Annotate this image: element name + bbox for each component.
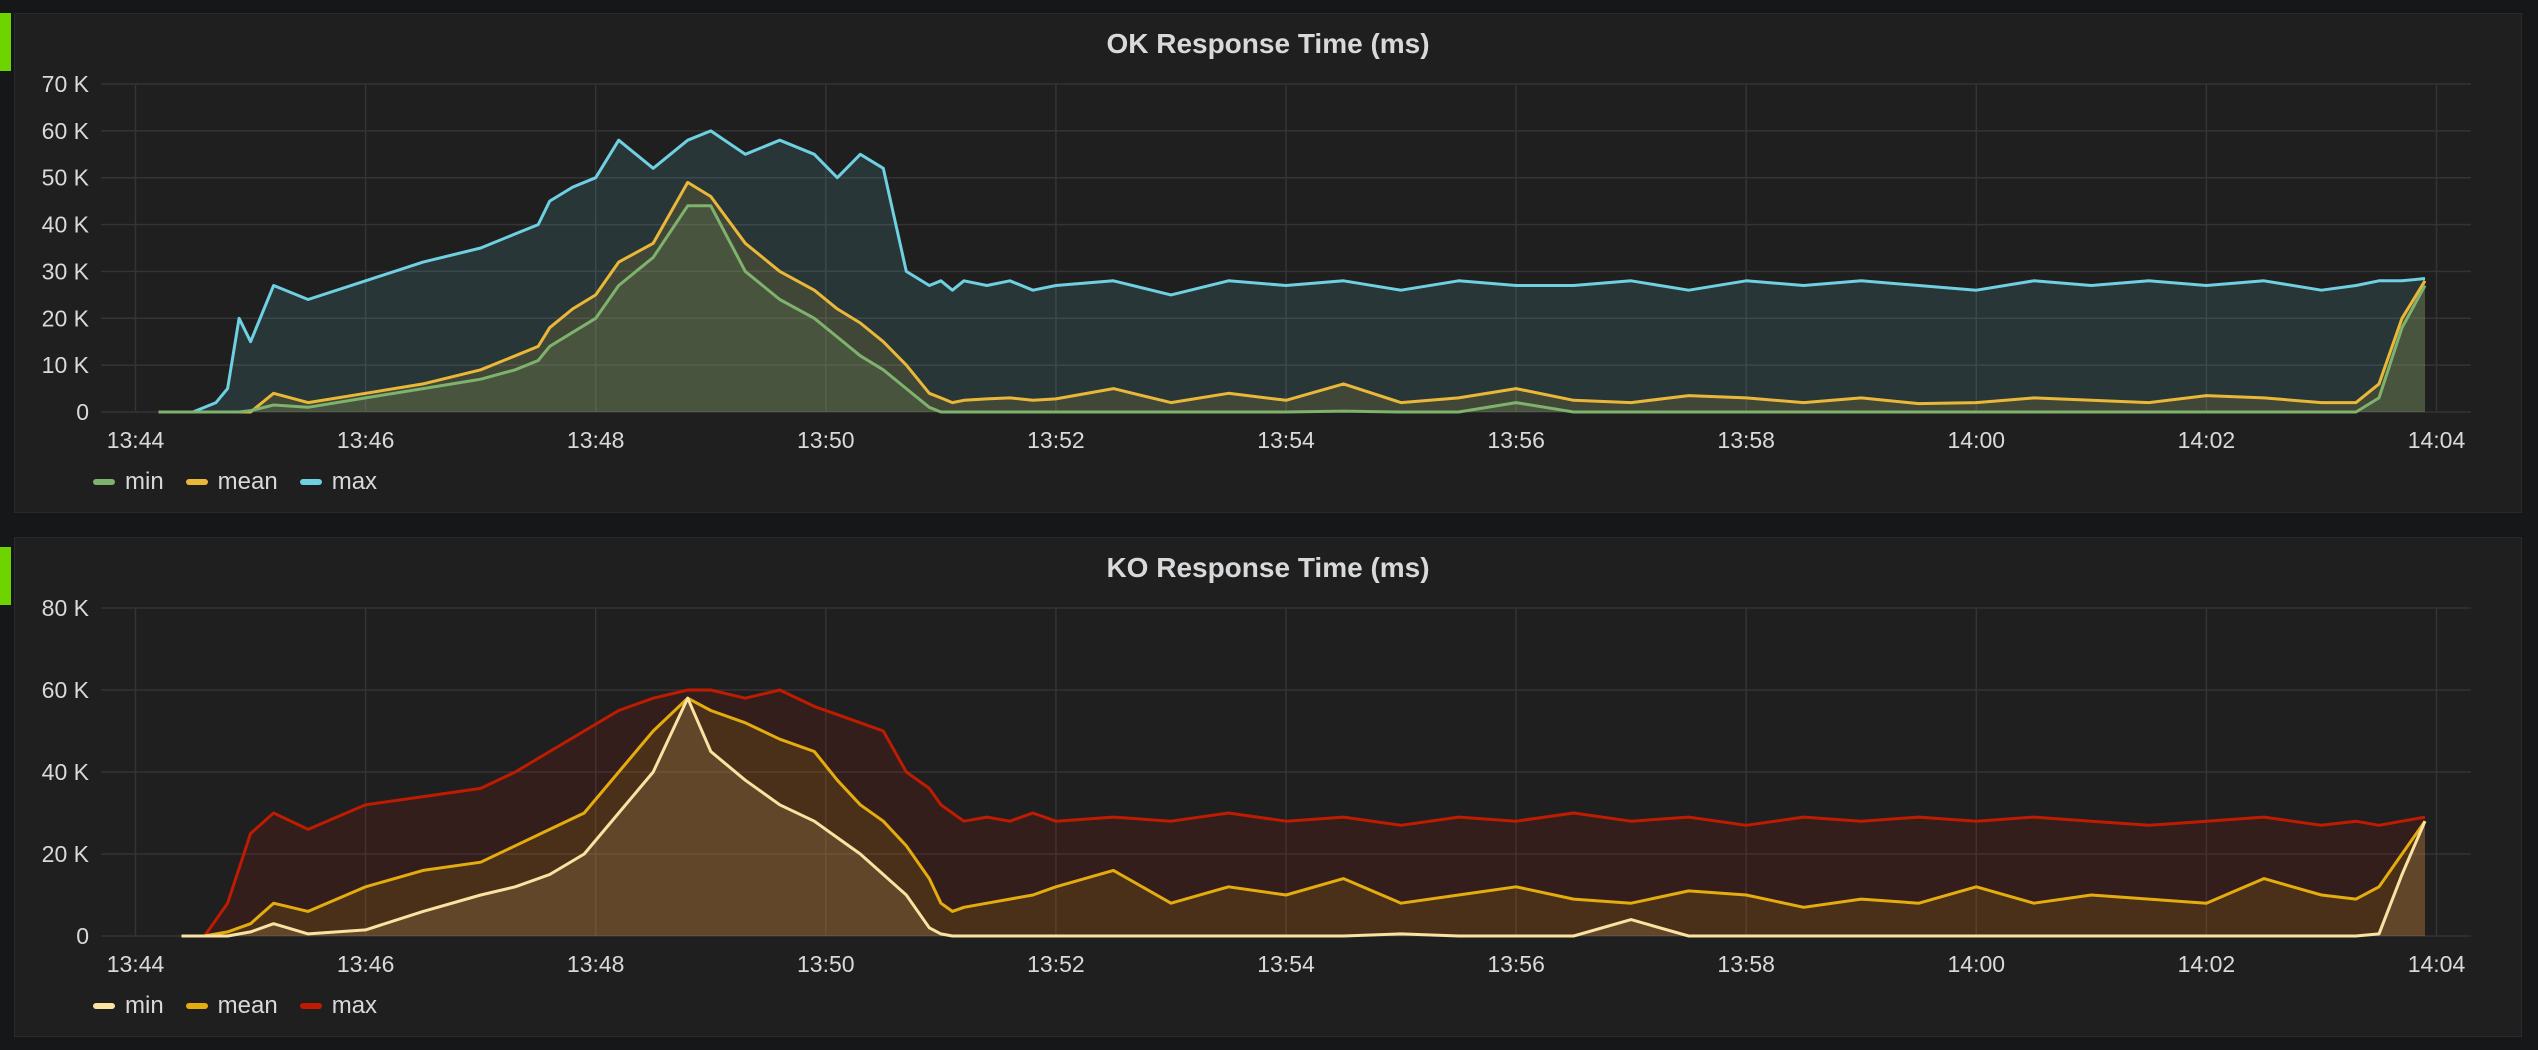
ko-response-time-chart: 0 20 K 40 K 60 K 80 K 13:44 13:46 13:48 13:50 13:… — [42, 595, 2471, 977]
y-tick-label: 20 K — [42, 305, 90, 331]
legend-swatch-max — [299, 1003, 322, 1009]
legend: min mean max — [93, 468, 377, 496]
series-line-max — [181, 688, 2426, 938]
x-tick-label: 14:04 — [2408, 427, 2466, 453]
y-tick-label: 30 K — [42, 258, 90, 284]
panel-ok: OK Response Time (ms) 0 10 K 20 K 30 K 40 K 5… — [14, 13, 2522, 513]
panel-ko: KO Response Time (ms) 0 20 K 40 K 60 K 80 K 1… — [14, 537, 2522, 1037]
y-tick-label: 60 K — [42, 118, 90, 144]
legend-item-max[interactable]: max — [299, 468, 378, 496]
series-area-min — [181, 698, 2425, 936]
y-tick-label: 10 K — [42, 352, 90, 378]
series-area-max — [181, 690, 2425, 936]
x-tick-label: 13:56 — [1487, 427, 1545, 453]
x-tick-label: 14:04 — [2408, 951, 2466, 977]
legend-label-min: min — [125, 468, 164, 495]
x-tick-label: 13:46 — [337, 427, 395, 453]
x-tick-label: 13:54 — [1257, 427, 1315, 453]
series-line-min — [158, 204, 2427, 414]
x-tick-label: 14:02 — [2178, 951, 2236, 977]
legend-item-mean[interactable]: mean — [185, 468, 278, 496]
x-tick-label: 13:48 — [567, 951, 625, 977]
legend-label-max: max — [331, 468, 378, 495]
x-tick-label: 13:50 — [797, 427, 855, 453]
panel-ok-accent — [0, 13, 11, 71]
legend-item-min[interactable]: min — [93, 468, 164, 496]
ok-response-time-chart: 0 10 K 20 K 30 K 40 K 50 K 60 K 70 K 13:44 13:46 1… — [42, 71, 2471, 453]
panel-title: KO Response Time (ms) — [1106, 552, 1430, 583]
y-tick-label: 20 K — [42, 841, 90, 867]
series-area-max — [158, 130, 2425, 412]
legend-swatch-min — [93, 1003, 115, 1009]
legend-item-min[interactable]: min — [93, 992, 164, 1020]
y-tick-label: 40 K — [42, 759, 90, 785]
legend-label-min: min — [125, 992, 164, 1019]
x-tick-label: 13:54 — [1257, 951, 1315, 977]
x-tick-label: 14:00 — [1948, 951, 2006, 977]
series-area-mean — [158, 182, 2425, 412]
panel-ko-accent — [0, 547, 11, 605]
legend-label-mean: mean — [217, 468, 278, 495]
series-area-min — [158, 205, 2425, 412]
y-tick-label: 60 K — [42, 677, 90, 703]
series-line-mean — [158, 180, 2427, 414]
x-tick-label: 13:48 — [567, 427, 625, 453]
series-line-min — [181, 696, 2427, 938]
panel-title: OK Response Time (ms) — [1106, 28, 1430, 59]
y-tick-label: 70 K — [42, 71, 90, 97]
x-tick-label: 13:56 — [1487, 951, 1545, 977]
series-area-mean — [181, 698, 2425, 936]
y-tick-label: 50 K — [42, 165, 90, 191]
x-tick-label: 13:44 — [107, 951, 165, 977]
legend-label-max: max — [331, 992, 378, 1019]
x-tick-label: 13:58 — [1717, 951, 1775, 977]
legend-item-mean[interactable]: mean — [185, 992, 278, 1020]
legend-swatch-min — [93, 479, 115, 485]
legend-swatch-max — [299, 479, 322, 485]
legend: min mean max — [93, 992, 377, 1020]
series-line-max — [158, 129, 2426, 414]
legend-swatch-mean — [185, 479, 208, 485]
x-tick-label: 13:52 — [1027, 951, 1085, 977]
x-tick-label: 13:50 — [797, 951, 855, 977]
x-tick-label: 13:46 — [337, 951, 395, 977]
y-tick-label: 40 K — [42, 212, 90, 238]
x-tick-label: 13:58 — [1717, 427, 1775, 453]
x-tick-label: 13:52 — [1027, 427, 1085, 453]
legend-label-mean: mean — [217, 992, 278, 1019]
y-tick-label: 80 K — [42, 595, 90, 621]
y-tick-label: 0 — [76, 923, 89, 949]
y-tick-label: 0 — [76, 399, 89, 425]
x-tick-label: 13:44 — [107, 427, 165, 453]
series-line-mean — [181, 696, 2427, 938]
x-tick-label: 14:02 — [2178, 427, 2236, 453]
legend-item-max[interactable]: max — [299, 992, 378, 1020]
x-tick-label: 14:00 — [1948, 427, 2006, 453]
legend-swatch-mean — [185, 1003, 208, 1009]
